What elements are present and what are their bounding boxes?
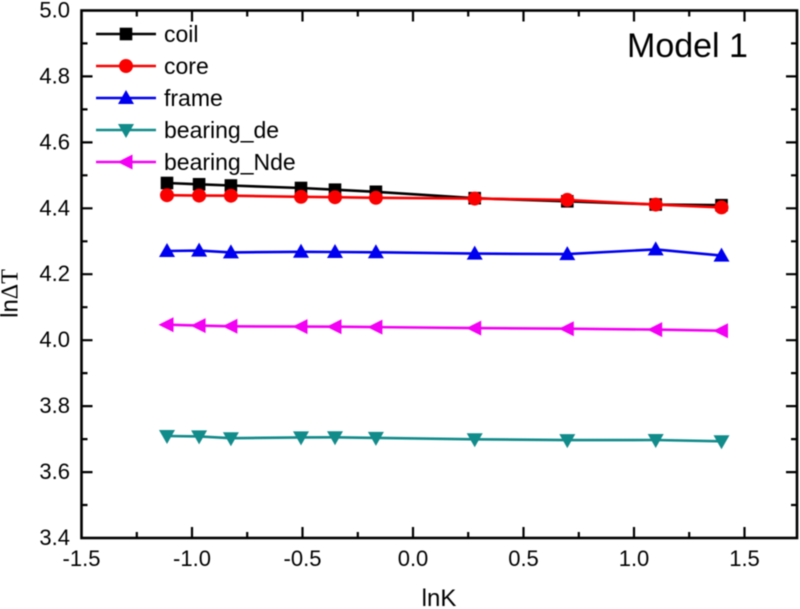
svg-text:core: core bbox=[164, 53, 209, 79]
svg-text:4.8: 4.8 bbox=[39, 63, 70, 88]
svg-text:-0.5: -0.5 bbox=[284, 546, 322, 571]
svg-text:-1.5: -1.5 bbox=[63, 546, 101, 571]
svg-text:lnΔT: lnΔT bbox=[0, 269, 24, 318]
svg-text:0.5: 0.5 bbox=[508, 546, 539, 571]
svg-text:0.0: 0.0 bbox=[398, 546, 429, 571]
svg-text:4.4: 4.4 bbox=[39, 195, 70, 220]
svg-text:3.4: 3.4 bbox=[39, 525, 70, 550]
svg-text:bearing_Nde: bearing_Nde bbox=[164, 149, 296, 175]
svg-text:-1.0: -1.0 bbox=[173, 546, 211, 571]
svg-text:5.0: 5.0 bbox=[39, 0, 70, 23]
svg-text:3.6: 3.6 bbox=[39, 459, 70, 484]
svg-text:coil: coil bbox=[164, 21, 199, 47]
svg-text:frame: frame bbox=[164, 85, 223, 111]
svg-text:3.8: 3.8 bbox=[39, 393, 70, 418]
svg-text:Model 1: Model 1 bbox=[627, 27, 748, 65]
svg-text:1.0: 1.0 bbox=[619, 546, 650, 571]
svg-text:4.2: 4.2 bbox=[39, 261, 70, 286]
svg-text:bearing_de: bearing_de bbox=[164, 117, 279, 143]
svg-text:4.0: 4.0 bbox=[39, 327, 70, 352]
svg-text:1.5: 1.5 bbox=[729, 546, 760, 571]
svg-text:4.6: 4.6 bbox=[39, 129, 70, 154]
svg-text:lnK: lnK bbox=[422, 585, 457, 609]
